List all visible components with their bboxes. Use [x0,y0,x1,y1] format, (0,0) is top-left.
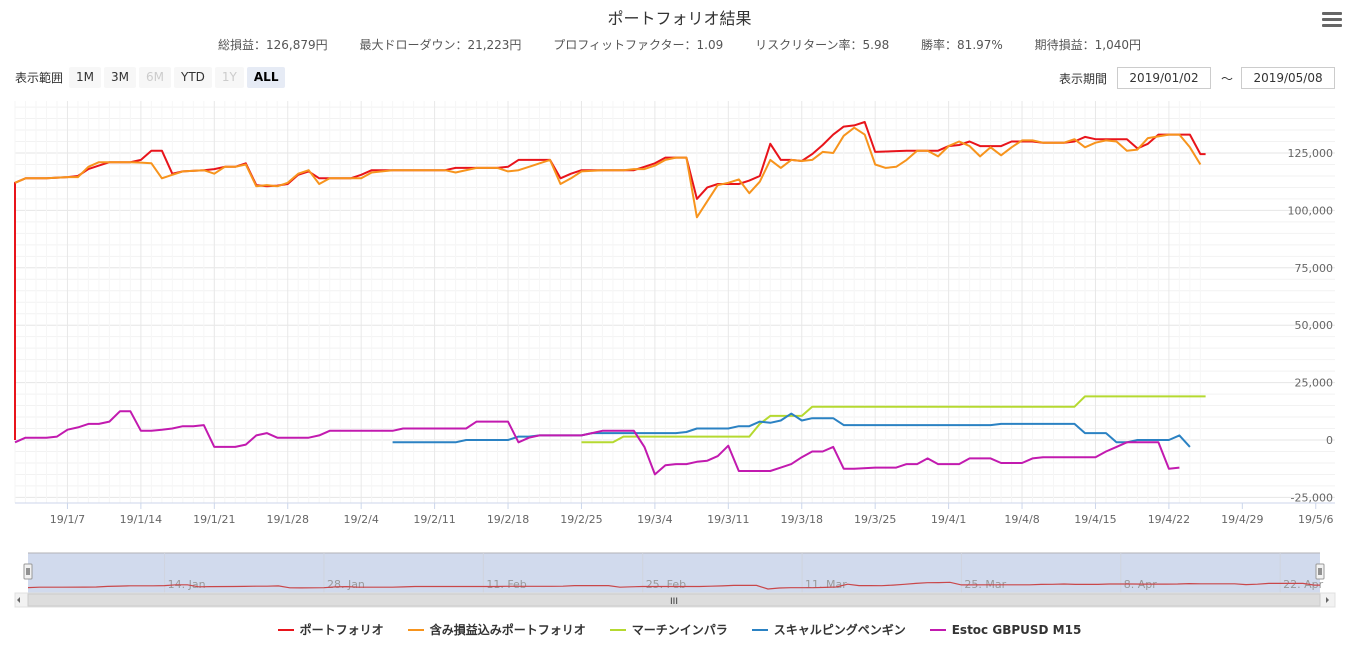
legend-label: Estoc GBPUSD M15 [951,622,1082,637]
y-tick-label: 75,000 [1295,262,1334,275]
legend-label: スキャルピングペンギン [773,623,906,637]
x-tick-label: 19/4/15 [1074,513,1116,526]
navigator-label: 11. Mar [805,578,847,591]
y-tick-label: 100,000 [1288,204,1334,217]
y-tick-label: 0 [1326,434,1333,447]
legend-swatch [407,628,424,631]
x-tick-label: 19/5/6 [1298,513,1333,526]
summary-risk-return: リスクリターン率：5.98 [755,38,890,52]
period-from-input[interactable]: 2019/01/02 [1117,67,1212,89]
navigator-handle-right[interactable] [1315,563,1325,580]
series-line-Estoc GBPUSD M15[interactable] [14,410,1180,476]
handle-body[interactable] [23,563,33,580]
navigator-label: 28. Jan [327,578,365,591]
scroll-right-arrow-icon[interactable] [1326,597,1329,603]
legend-label: 含み損益込みポートフォリオ [429,623,586,637]
scroll-left-arrow-icon[interactable] [17,597,20,603]
summary-total-pl: 総損益：126,879円 [217,38,328,52]
legend-item-unrealized-portfolio[interactable]: 含み損益込みポートフォリオ [407,621,586,638]
x-tick-label: 19/3/11 [707,513,749,526]
x-tick-label: 19/2/11 [413,513,455,526]
legend-item-scalping-penguin[interactable]: スキャルピングペンギン [751,621,906,638]
legend-item-estoc[interactable]: Estoc GBPUSD M15 [929,621,1082,638]
y-axis: -25,000 0 25,000 50,000 75,000 100,000 125,000 [1288,147,1334,504]
x-tick-label: 19/4/29 [1221,513,1263,526]
handle-body[interactable] [1315,563,1325,580]
period-separator: ～ [1221,71,1234,86]
y-tick-label: 125,000 [1288,147,1334,160]
range-selector: 表示範囲 1M 3M 6M YTD 1Y ALL [15,67,288,88]
series-group [14,121,1206,476]
range-button-ytd[interactable]: YTD [174,67,212,88]
scrollbar-thumb[interactable] [27,593,1321,607]
x-tick-label: 19/2/4 [343,513,378,526]
series-line-含み損益込みポートフォリオ[interactable] [14,126,1202,219]
chart-area: -25,000 0 25,000 50,000 75,000 100,000 125,000… [14,101,1336,608]
y-tick-label: 50,000 [1295,319,1334,332]
range-button-all[interactable]: ALL [246,67,286,88]
range-button-1y: 1Y [214,67,244,88]
y-tick-label: 25,000 [1295,377,1334,390]
legend-swatch [277,628,294,631]
legend-item-portfolio[interactable]: ポートフォリオ [277,621,384,638]
period-label: 表示期間 [1059,71,1108,86]
x-axis: 19/1/7 19/1/14 19/1/21 19/1/28 19/2/4 19/2/11… [15,502,1335,526]
navigator-label: 25. Feb [646,578,686,591]
summary-expected-pl: 期待損益：1,040円 [1034,38,1141,52]
range-button-1m[interactable]: 1M [69,67,102,88]
x-tick-label: 19/2/18 [487,513,529,526]
x-tick-label: 19/1/21 [193,513,235,526]
range-button-3m[interactable]: 3M [104,67,137,88]
legend: ポートフォリオ 含み損益込みポートフォリオ マーチンインパラ スキャルピングペン… [0,621,1359,638]
legend-swatch [609,628,626,631]
summary-win-rate: 勝率：81.97% [921,38,1003,52]
legend-label: ポートフォリオ [299,623,384,637]
navigator-handle-left[interactable] [23,563,33,580]
legend-swatch [751,628,768,631]
range-button-6m: 6M [139,67,172,88]
summary-profit-factor: プロフィットファクター：1.09 [553,38,724,52]
navigator-series-line [27,581,1320,590]
scrollbar-grip: III [670,597,678,607]
x-tick-label: 19/1/7 [50,513,85,526]
series-line-マーチンインパラ[interactable] [581,395,1206,444]
period-selector: 表示期間 2019/01/02 ～ 2019/05/08 [1059,67,1336,89]
navigator-label: 11. Feb [486,578,526,591]
legend-label: マーチンインパラ [631,623,728,637]
x-tick-label: 19/2/25 [560,513,602,526]
navigator[interactable]: 14. Jan 28. Jan 11. Feb 25. Feb 11. Mar 25. M… [14,552,1336,608]
x-tick-label: 19/3/18 [781,513,823,526]
x-tick-label: 19/1/28 [267,513,309,526]
chart-title: ポートフォリオ結果 [607,9,752,28]
chart-subtitle: 総損益：126,879円 最大ドローダウン：21,223円 プロフィットファクタ… [0,36,1359,53]
hamburger-menu-icon[interactable] [1322,12,1342,28]
y-tick-label: -25,000 [1291,491,1333,504]
summary-max-drawdown: 最大ドローダウン：21,223円 [359,38,522,52]
x-tick-label: 19/4/22 [1148,513,1190,526]
period-to-input[interactable]: 2019/05/08 [1241,67,1336,89]
x-tick-label: 19/3/25 [854,513,896,526]
legend-item-martin-impala[interactable]: マーチンインパラ [609,621,728,638]
navigator-label: 22. Apr [1283,578,1323,591]
x-tick-label: 19/3/4 [637,513,672,526]
x-tick-label: 19/4/8 [1004,513,1039,526]
x-tick-label: 19/4/1 [931,513,966,526]
range-label: 表示範囲 [15,71,64,85]
x-tick-label: 19/1/14 [120,513,162,526]
legend-swatch [929,628,946,631]
